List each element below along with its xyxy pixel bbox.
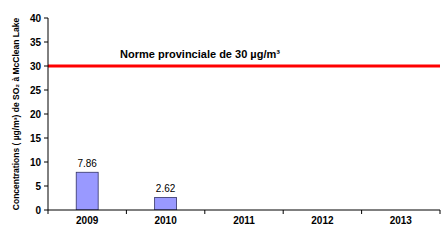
y-tick-label: 25 [30,85,42,96]
bars [76,172,176,210]
reference-line-group [48,66,440,67]
y-tick [44,186,48,187]
x-tick [361,210,362,214]
y-tick [44,66,48,67]
x-tick [204,210,205,214]
y-tick [44,90,48,91]
y-tick-label: 10 [30,157,42,168]
bar [76,172,98,210]
y-tick [44,138,48,139]
x-tick-label: 2010 [154,215,177,226]
data-label: 7.86 [77,158,97,169]
reference-line [48,65,440,68]
y-tick-label: 0 [35,205,41,216]
reference-label: Norme provinciale de 30 µg/m³ [120,48,280,60]
x-tick [440,210,441,214]
chart: 0 5 10 15 20 25 30 35 40 Concentrations ( µg/m³) … [0,0,448,228]
x-tick [126,210,127,214]
x-tick [283,210,284,214]
y-tick-label: 5 [35,181,41,192]
x-tick-label: 2013 [390,215,413,226]
y-axis [48,18,49,210]
x-tick-label: 2009 [76,215,99,226]
y-tick-label: 40 [30,13,42,24]
x-axis [48,210,440,211]
y-tick-label: 20 [30,109,42,120]
y-tick [44,210,48,211]
chart-container: 0 5 10 15 20 25 30 35 40 Concentrations ( µg/m³) … [0,0,448,228]
y-tick [44,42,48,43]
data-label: 2.62 [156,183,176,194]
y-axis-label: Concentrations ( µg/m³) de SO₂ à McClean… [11,18,21,211]
x-tick [48,210,49,214]
x-tick-label: 2011 [233,215,255,226]
y-tick [44,162,48,163]
y-tick [44,18,48,19]
y-tick-label: 35 [30,37,42,48]
y-tick [44,114,48,115]
y-tick-label: 30 [30,61,42,72]
x-tick-label: 2012 [311,215,334,226]
bar [155,197,177,210]
y-tick-label: 15 [30,133,42,144]
